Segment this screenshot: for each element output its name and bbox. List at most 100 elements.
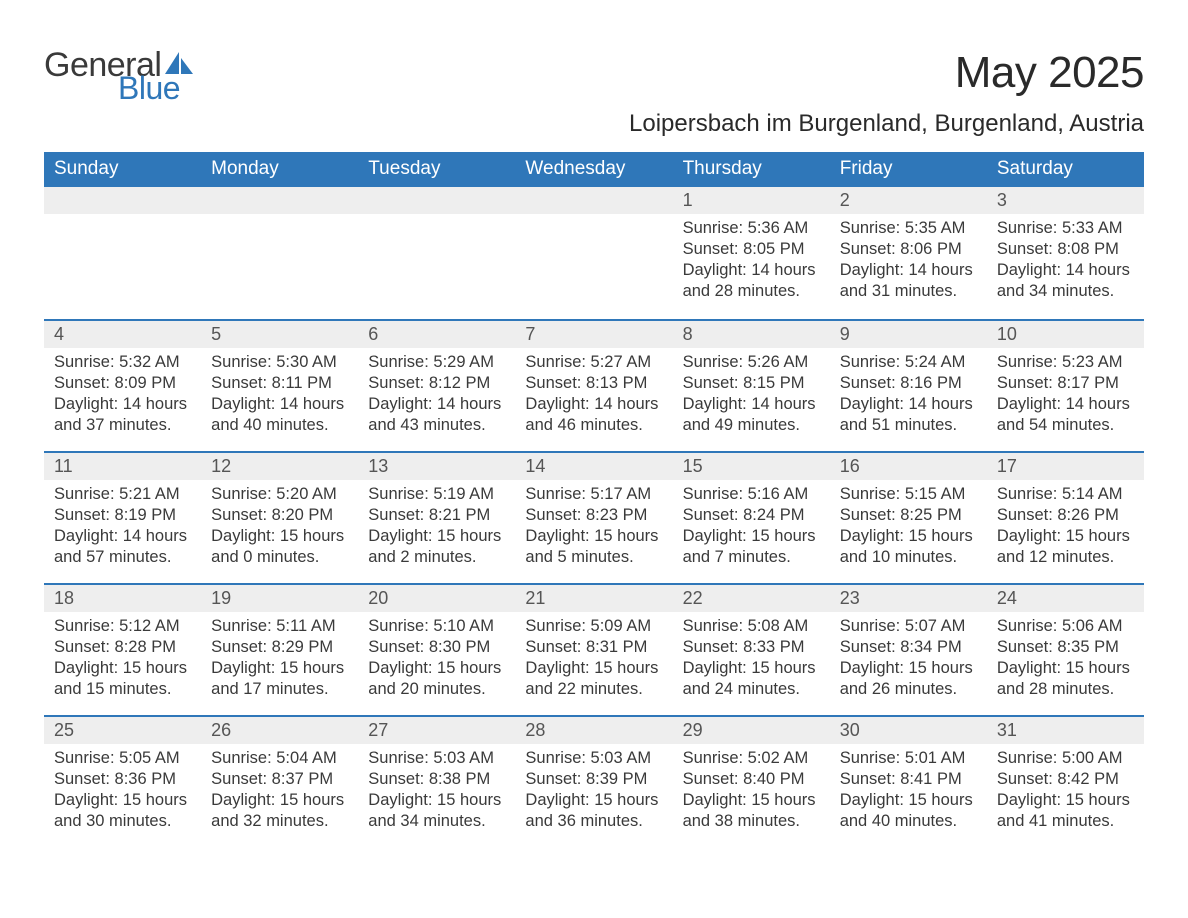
daylight-line-2: and 34 minutes. <box>368 811 505 832</box>
daylight-line-1: Daylight: 15 hours <box>54 790 191 811</box>
day-details: Sunrise: 5:30 AMSunset: 8:11 PMDaylight:… <box>201 348 358 444</box>
day-number: 15 <box>673 453 830 480</box>
weekday-header: Saturday <box>987 152 1144 187</box>
sunrise-line: Sunrise: 5:07 AM <box>840 616 977 637</box>
daylight-line-2: and 7 minutes. <box>683 547 820 568</box>
sunrise-line: Sunrise: 5:00 AM <box>997 748 1134 769</box>
sunset-line: Sunset: 8:37 PM <box>211 769 348 790</box>
daylight-line-2: and 10 minutes. <box>840 547 977 568</box>
daylight-line-2: and 26 minutes. <box>840 679 977 700</box>
day-number: 8 <box>673 321 830 348</box>
daylight-line-2: and 32 minutes. <box>211 811 348 832</box>
weekday-header: Friday <box>830 152 987 187</box>
calendar-day-cell: 21Sunrise: 5:09 AMSunset: 8:31 PMDayligh… <box>515 583 672 715</box>
day-number: 22 <box>673 585 830 612</box>
sunset-line: Sunset: 8:36 PM <box>54 769 191 790</box>
daylight-line-1: Daylight: 15 hours <box>211 790 348 811</box>
logo: General Blue <box>44 48 195 104</box>
daylight-line-1: Daylight: 14 hours <box>840 260 977 281</box>
daylight-line-2: and 46 minutes. <box>525 415 662 436</box>
sunset-line: Sunset: 8:16 PM <box>840 373 977 394</box>
sunset-line: Sunset: 8:33 PM <box>683 637 820 658</box>
daylight-line-1: Daylight: 15 hours <box>525 526 662 547</box>
daylight-line-1: Daylight: 15 hours <box>54 658 191 679</box>
calendar-day-cell: 20Sunrise: 5:10 AMSunset: 8:30 PMDayligh… <box>358 583 515 715</box>
day-details: Sunrise: 5:14 AMSunset: 8:26 PMDaylight:… <box>987 480 1144 576</box>
sunset-line: Sunset: 8:29 PM <box>211 637 348 658</box>
daylight-line-2: and 43 minutes. <box>368 415 505 436</box>
sunrise-line: Sunrise: 5:27 AM <box>525 352 662 373</box>
daylight-line-1: Daylight: 15 hours <box>997 658 1134 679</box>
calendar-day-cell: 10Sunrise: 5:23 AMSunset: 8:17 PMDayligh… <box>987 319 1144 451</box>
daylight-line-2: and 40 minutes. <box>211 415 348 436</box>
day-details: Sunrise: 5:15 AMSunset: 8:25 PMDaylight:… <box>830 480 987 576</box>
day-number: 14 <box>515 453 672 480</box>
weekday-header: Tuesday <box>358 152 515 187</box>
day-number: 23 <box>830 585 987 612</box>
sunset-line: Sunset: 8:05 PM <box>683 239 820 260</box>
day-details: Sunrise: 5:11 AMSunset: 8:29 PMDaylight:… <box>201 612 358 708</box>
daylight-line-2: and 12 minutes. <box>997 547 1134 568</box>
day-number: 11 <box>44 453 201 480</box>
sunrise-line: Sunrise: 5:12 AM <box>54 616 191 637</box>
day-number <box>515 187 672 214</box>
day-number: 29 <box>673 717 830 744</box>
weekday-header: Wednesday <box>515 152 672 187</box>
sunset-line: Sunset: 8:11 PM <box>211 373 348 394</box>
sunrise-line: Sunrise: 5:24 AM <box>840 352 977 373</box>
sunset-line: Sunset: 8:30 PM <box>368 637 505 658</box>
sunset-line: Sunset: 8:20 PM <box>211 505 348 526</box>
calendar-week-row: 18Sunrise: 5:12 AMSunset: 8:28 PMDayligh… <box>44 583 1144 715</box>
daylight-line-1: Daylight: 14 hours <box>683 260 820 281</box>
sunset-line: Sunset: 8:34 PM <box>840 637 977 658</box>
daylight-line-1: Daylight: 15 hours <box>683 526 820 547</box>
sunrise-line: Sunrise: 5:33 AM <box>997 218 1134 239</box>
day-details: Sunrise: 5:12 AMSunset: 8:28 PMDaylight:… <box>44 612 201 708</box>
sunrise-line: Sunrise: 5:10 AM <box>368 616 505 637</box>
daylight-line-1: Daylight: 14 hours <box>54 526 191 547</box>
sunset-line: Sunset: 8:17 PM <box>997 373 1134 394</box>
day-details: Sunrise: 5:21 AMSunset: 8:19 PMDaylight:… <box>44 480 201 576</box>
daylight-line-2: and 37 minutes. <box>54 415 191 436</box>
calendar-day-cell: 26Sunrise: 5:04 AMSunset: 8:37 PMDayligh… <box>201 715 358 847</box>
daylight-line-2: and 22 minutes. <box>525 679 662 700</box>
sunset-line: Sunset: 8:25 PM <box>840 505 977 526</box>
calendar-day-cell: 6Sunrise: 5:29 AMSunset: 8:12 PMDaylight… <box>358 319 515 451</box>
day-details: Sunrise: 5:32 AMSunset: 8:09 PMDaylight:… <box>44 348 201 444</box>
daylight-line-2: and 31 minutes. <box>840 281 977 302</box>
calendar-day-cell: 17Sunrise: 5:14 AMSunset: 8:26 PMDayligh… <box>987 451 1144 583</box>
calendar-day-cell: 1Sunrise: 5:36 AMSunset: 8:05 PMDaylight… <box>673 187 830 319</box>
sunrise-line: Sunrise: 5:02 AM <box>683 748 820 769</box>
weekday-header: Monday <box>201 152 358 187</box>
day-number: 17 <box>987 453 1144 480</box>
day-number: 3 <box>987 187 1144 214</box>
day-number <box>44 187 201 214</box>
logo-text-blue: Blue <box>118 72 195 104</box>
sunset-line: Sunset: 8:06 PM <box>840 239 977 260</box>
daylight-line-1: Daylight: 14 hours <box>54 394 191 415</box>
calendar-week-row: 1Sunrise: 5:36 AMSunset: 8:05 PMDaylight… <box>44 187 1144 319</box>
sunset-line: Sunset: 8:13 PM <box>525 373 662 394</box>
daylight-line-2: and 51 minutes. <box>840 415 977 436</box>
day-details <box>358 214 515 226</box>
day-details: Sunrise: 5:26 AMSunset: 8:15 PMDaylight:… <box>673 348 830 444</box>
calendar-day-cell: 9Sunrise: 5:24 AMSunset: 8:16 PMDaylight… <box>830 319 987 451</box>
sunset-line: Sunset: 8:09 PM <box>54 373 191 394</box>
calendar-day-cell: 19Sunrise: 5:11 AMSunset: 8:29 PMDayligh… <box>201 583 358 715</box>
day-number: 30 <box>830 717 987 744</box>
sunset-line: Sunset: 8:42 PM <box>997 769 1134 790</box>
day-details <box>515 214 672 226</box>
calendar-table: SundayMondayTuesdayWednesdayThursdayFrid… <box>44 152 1144 847</box>
sunrise-line: Sunrise: 5:29 AM <box>368 352 505 373</box>
day-number: 1 <box>673 187 830 214</box>
daylight-line-1: Daylight: 15 hours <box>525 790 662 811</box>
day-number: 25 <box>44 717 201 744</box>
day-details: Sunrise: 5:03 AMSunset: 8:38 PMDaylight:… <box>358 744 515 840</box>
day-details: Sunrise: 5:07 AMSunset: 8:34 PMDaylight:… <box>830 612 987 708</box>
daylight-line-1: Daylight: 15 hours <box>683 658 820 679</box>
sunrise-line: Sunrise: 5:06 AM <box>997 616 1134 637</box>
daylight-line-1: Daylight: 15 hours <box>683 790 820 811</box>
daylight-line-2: and 2 minutes. <box>368 547 505 568</box>
weekday-header: Thursday <box>673 152 830 187</box>
sunrise-line: Sunrise: 5:05 AM <box>54 748 191 769</box>
